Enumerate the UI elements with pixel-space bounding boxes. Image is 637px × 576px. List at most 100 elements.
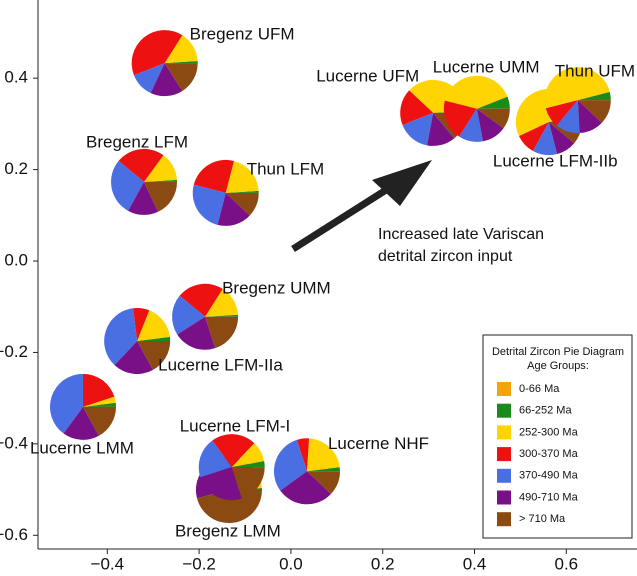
pie-label: Lucerne LFM-IIb xyxy=(493,152,618,171)
pie-label: Lucerne LFM-IIa xyxy=(158,355,283,374)
legend-swatch xyxy=(497,468,511,483)
y-tick-label: 0.0 xyxy=(4,250,28,269)
legend-title: Detrital Zircon Pie Diagram xyxy=(492,346,624,358)
pie-wedge xyxy=(217,192,250,226)
legend-swatch xyxy=(497,447,511,462)
pie-wedge xyxy=(459,108,483,142)
legend-swatch xyxy=(497,490,511,505)
x-tick-label: 0.6 xyxy=(554,554,578,573)
pie-label: Thun UFM xyxy=(555,62,635,81)
pie xyxy=(192,159,259,226)
legend-label: 300-370 Ma xyxy=(519,448,579,460)
pie-wedge xyxy=(193,159,234,193)
pie xyxy=(172,283,239,350)
pie-wedge xyxy=(476,96,510,109)
pie-wedge xyxy=(225,192,259,216)
pie xyxy=(443,75,510,142)
pie-wedge xyxy=(114,341,154,375)
pie-wedge xyxy=(144,155,177,182)
pie-wedge xyxy=(144,179,178,182)
pie-wedge xyxy=(137,341,171,370)
pies xyxy=(49,30,611,524)
legend-swatch xyxy=(497,425,511,440)
pie-wedge xyxy=(427,112,455,146)
x-tick-label: 0.0 xyxy=(279,554,303,573)
x-tick-label: 0.2 xyxy=(371,554,395,573)
pie-label: Lucerne UMM xyxy=(433,57,540,76)
pie-wedge xyxy=(532,122,558,156)
pie-wedge xyxy=(131,30,183,76)
annotation: Increased late Variscan xyxy=(378,226,544,243)
pie-wedge xyxy=(225,190,259,193)
pie-wedge xyxy=(118,148,164,182)
pie-wedge xyxy=(273,439,307,491)
pie xyxy=(198,434,265,501)
pie-wedge xyxy=(545,100,578,126)
pie-wedge xyxy=(192,184,226,225)
pie-wedge xyxy=(225,160,259,193)
pie-wedge xyxy=(280,471,332,505)
legend-swatch xyxy=(497,382,511,396)
pie-wedge xyxy=(177,316,216,350)
pie-label: Bregenz UFM xyxy=(190,25,295,44)
pie xyxy=(544,67,611,134)
pie-wedge xyxy=(164,63,198,91)
legend-label: 0-66 Ma xyxy=(519,383,560,395)
pie-wedge xyxy=(444,75,508,109)
pie-wedge xyxy=(150,63,183,97)
arrow-head xyxy=(372,160,432,206)
pie-wedge xyxy=(205,314,239,317)
annotation: detrital zircon input xyxy=(378,248,513,265)
pie-wedge xyxy=(306,471,340,494)
pie-wedge xyxy=(205,316,239,349)
pie-label: Lucerne LMM xyxy=(30,438,134,457)
pie xyxy=(131,30,198,97)
pie-wedge xyxy=(133,308,150,342)
legend-swatch xyxy=(497,512,511,527)
legend-label: > 710 Ma xyxy=(519,513,566,525)
pie-wedge xyxy=(82,406,116,436)
pie-wedge xyxy=(200,467,242,501)
pie-wedge xyxy=(144,181,178,212)
legend-label: 252-300 Ma xyxy=(519,426,579,438)
x-tick-label: −0.2 xyxy=(182,554,216,573)
y-tick-label: −0.6 xyxy=(0,525,28,544)
x-tick-label: 0.4 xyxy=(463,554,487,573)
pie-wedge xyxy=(164,35,198,64)
pie-wedge xyxy=(198,440,232,478)
pie-wedge xyxy=(443,100,477,137)
y-tick-label: −0.4 xyxy=(0,433,28,452)
pie-wedge xyxy=(111,160,145,211)
y-tick-label: 0.4 xyxy=(4,68,28,87)
pie-wedge xyxy=(164,61,198,64)
pie xyxy=(273,438,340,505)
pie-wedge xyxy=(137,310,170,342)
pie-wedge xyxy=(544,67,610,109)
pie-wedge xyxy=(82,402,116,407)
y-tick-label: 0.2 xyxy=(4,159,28,178)
pie-wedge xyxy=(137,336,171,342)
pie-wedge xyxy=(402,112,434,146)
pie-wedge xyxy=(306,438,340,472)
pie-label: Lucerne UFM xyxy=(316,66,419,85)
pie-wedge xyxy=(577,100,602,134)
legend-label: 490-710 Ma xyxy=(519,491,579,503)
legend-title: Age Groups: xyxy=(527,360,589,372)
pie xyxy=(104,308,171,375)
pie-wedge xyxy=(104,308,138,366)
pie-wedge xyxy=(296,438,310,472)
x-tick-label: −0.4 xyxy=(91,554,125,573)
pie-wedge xyxy=(63,406,99,440)
pie-wedge xyxy=(548,122,575,155)
pie-wedge xyxy=(82,396,116,407)
pie-wedge xyxy=(231,443,265,468)
pie-wedge xyxy=(212,434,255,468)
pie-label: Bregenz LMM xyxy=(175,522,281,541)
pie-wedge xyxy=(476,108,510,129)
pie-label: Bregenz UMM xyxy=(222,278,331,297)
pie-wedge xyxy=(556,100,580,134)
pie-label: Thun LFM xyxy=(247,159,324,178)
pie-label: Lucerne LFM-I xyxy=(180,417,291,436)
pie-wedge xyxy=(196,490,262,524)
pie-wedge xyxy=(231,467,265,499)
